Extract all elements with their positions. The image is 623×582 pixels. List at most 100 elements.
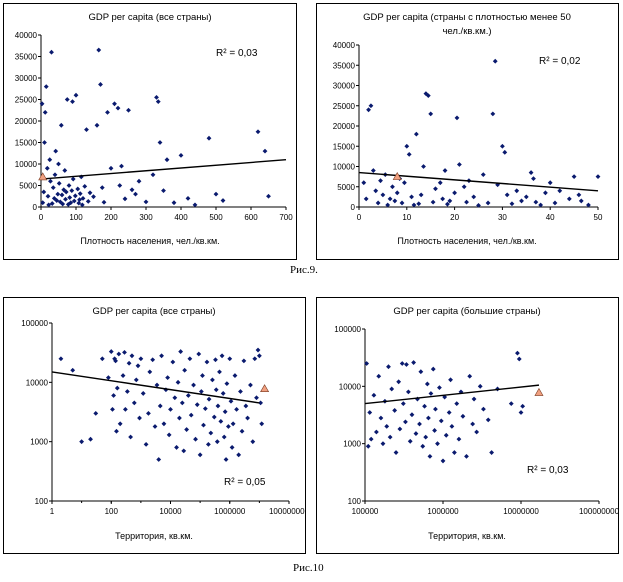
data-point <box>454 115 460 121</box>
data-point <box>426 415 431 421</box>
data-point <box>188 412 194 418</box>
data-point <box>222 409 228 415</box>
data-point <box>214 439 220 445</box>
x-tick-label: 100 <box>105 507 119 516</box>
data-point <box>133 191 138 197</box>
data-point <box>64 97 70 102</box>
data-point <box>423 91 429 96</box>
data-point <box>387 434 393 440</box>
data-point <box>221 434 227 440</box>
data-point <box>84 127 89 132</box>
data-point <box>70 367 76 373</box>
data-point <box>500 143 505 149</box>
data-point <box>485 200 491 206</box>
data-point <box>547 180 553 186</box>
data-point <box>218 418 224 424</box>
chart-panel-3: GDP per capita (все страны) 100 1000 10000 1… <box>3 297 306 554</box>
data-point <box>531 176 536 182</box>
data-point <box>252 356 258 362</box>
chart-3-svg: GDP per capita (все страны) 100 1000 10000 1… <box>21 306 305 541</box>
data-point <box>39 101 45 107</box>
data-point <box>471 194 477 200</box>
x-tick-label: 200 <box>104 213 118 222</box>
data-point <box>187 356 193 362</box>
r-squared-label: R² = 0,05 <box>224 477 266 488</box>
data-point <box>42 140 47 145</box>
chart-title-line: чел./кв.км.) <box>442 26 491 37</box>
data-point <box>418 369 424 375</box>
data-point <box>416 201 422 207</box>
data-point <box>392 198 398 204</box>
y-tick-label: 35000 <box>15 53 38 62</box>
data-point <box>143 441 149 447</box>
data-point <box>367 410 373 415</box>
data-point <box>105 375 111 381</box>
data-point <box>45 193 51 199</box>
data-point <box>481 406 486 412</box>
data-point <box>53 148 59 154</box>
figure-caption-9: Рис.9. <box>290 264 318 276</box>
data-point <box>129 187 135 193</box>
data-point <box>58 356 64 362</box>
x-tick-label: 100000 <box>352 507 379 516</box>
data-point <box>405 389 411 395</box>
data-point <box>440 458 446 464</box>
data-point <box>571 174 577 180</box>
data-point <box>63 196 68 202</box>
data-point <box>363 196 369 202</box>
chart-title: GDP per capita (все страны) <box>88 12 211 23</box>
data-point <box>82 183 88 189</box>
data-point <box>44 165 50 171</box>
data-point <box>114 385 120 391</box>
x-tick-label: 300 <box>139 213 153 222</box>
data-point <box>376 373 382 379</box>
x-tick-label: 400 <box>174 213 188 222</box>
data-point <box>371 392 377 398</box>
data-point <box>402 180 407 186</box>
data-point <box>449 424 455 429</box>
data-point <box>56 180 62 186</box>
data-point <box>533 199 539 205</box>
data-point <box>557 188 563 194</box>
data-point <box>171 200 177 206</box>
data-point <box>50 185 56 191</box>
y-tick-label: 1000 <box>343 440 361 449</box>
data-point <box>238 389 243 394</box>
data-point <box>368 103 374 109</box>
data-point <box>117 421 123 427</box>
data-point <box>99 356 105 362</box>
data-point <box>217 369 222 375</box>
y-tick-label: 1000 <box>30 438 48 447</box>
data-point <box>108 165 114 171</box>
data-point <box>578 198 584 204</box>
data-point <box>236 452 242 458</box>
data-point <box>170 359 176 365</box>
data-point <box>122 406 128 412</box>
data-point <box>79 202 85 208</box>
data-point <box>224 381 230 387</box>
data-point <box>415 396 420 402</box>
data-point <box>48 178 53 184</box>
y-tick-label: 15000 <box>333 142 356 151</box>
data-point <box>255 347 261 353</box>
x-tick-label: 30 <box>498 213 507 222</box>
data-point <box>137 415 142 421</box>
data-point <box>184 427 190 432</box>
data-point <box>91 194 96 200</box>
data-point <box>375 200 381 206</box>
data-point <box>461 184 467 190</box>
data-point <box>409 194 414 200</box>
data-point <box>175 379 181 385</box>
data-point <box>470 421 476 427</box>
data-point <box>124 389 130 394</box>
data-point <box>474 429 480 435</box>
data-point <box>403 419 408 425</box>
data-point <box>448 377 453 383</box>
data-point <box>509 201 515 207</box>
data-point <box>432 428 437 433</box>
trend-line <box>358 171 599 192</box>
data-point <box>225 424 231 429</box>
data-point <box>440 196 446 202</box>
data-point <box>397 426 403 432</box>
data-point <box>492 58 498 64</box>
